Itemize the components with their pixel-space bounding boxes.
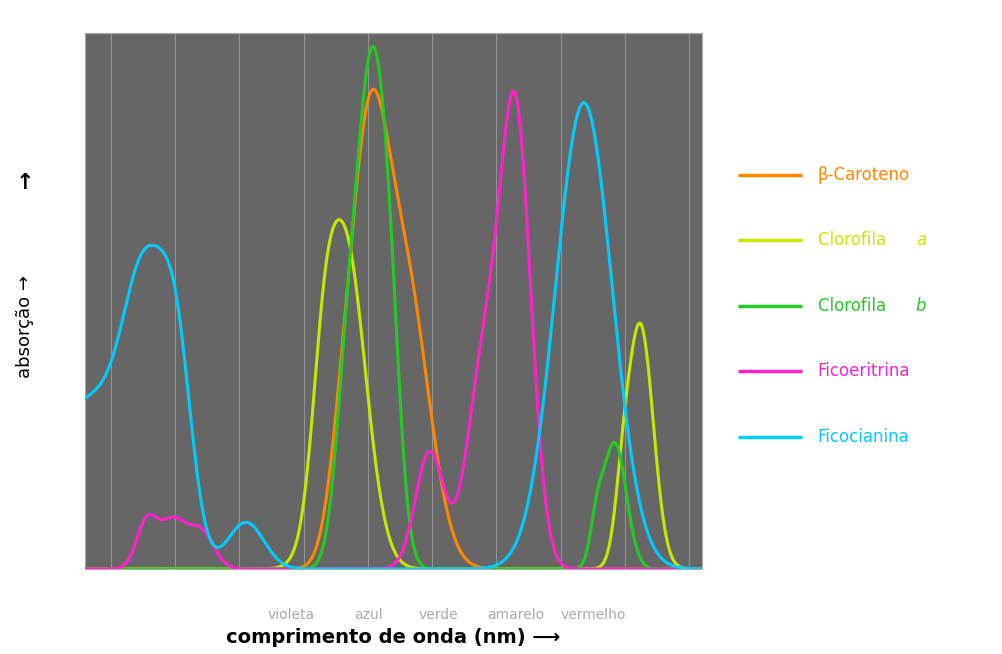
Text: verde: verde <box>419 608 458 622</box>
Text: vermelho: vermelho <box>560 608 625 622</box>
Text: azul: azul <box>354 608 382 622</box>
Text: a: a <box>915 232 925 249</box>
Text: violeta: violeta <box>268 608 314 622</box>
Text: ↑: ↑ <box>16 173 34 193</box>
Text: Ficoeritrina: Ficoeritrina <box>817 362 909 381</box>
Text: Ficocianina: Ficocianina <box>817 428 909 446</box>
Text: amarelo: amarelo <box>487 608 544 622</box>
Text: β-Caroteno: β-Caroteno <box>817 166 909 184</box>
Text: comprimento de onda (nm) ⟶: comprimento de onda (nm) ⟶ <box>226 628 560 647</box>
Text: Clorofila: Clorofila <box>817 297 890 315</box>
Text: absorção →: absorção → <box>16 275 34 379</box>
Text: Clorofila: Clorofila <box>817 232 890 249</box>
Text: b: b <box>915 297 926 315</box>
